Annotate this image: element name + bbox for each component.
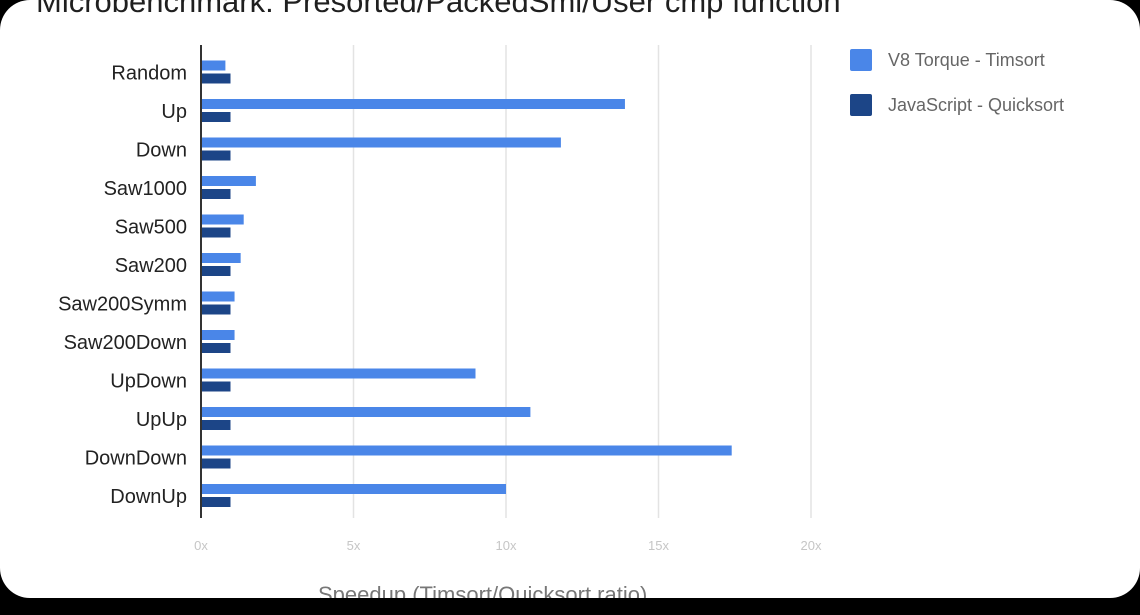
x-tick-label: 10x xyxy=(496,538,517,553)
legend-label-timsort: V8 Torque - Timsort xyxy=(888,49,1045,70)
bar-timsort xyxy=(201,445,732,456)
bar-quicksort xyxy=(201,497,231,507)
bar-quicksort xyxy=(201,304,231,315)
bar-timsort xyxy=(201,484,506,494)
bar-timsort xyxy=(201,176,256,186)
bar-timsort xyxy=(201,291,235,302)
bar-timsort xyxy=(201,253,241,263)
x-tick-label: 5x xyxy=(347,538,361,553)
bar-timsort xyxy=(201,214,244,225)
bar-timsort xyxy=(201,330,235,340)
category-label: Saw200 xyxy=(115,255,187,277)
bar-quicksort xyxy=(201,150,231,161)
chart-card: Microbenchmark: Presorted/PackedSmi/User… xyxy=(0,0,1140,598)
category-label: Down xyxy=(136,140,187,162)
category-label: Up xyxy=(161,101,187,123)
bar-timsort xyxy=(201,99,625,109)
bar-chart: 0x 5x 10x 15x 20xRandomUpDownSaw1000Saw500Sa… xyxy=(58,45,822,553)
x-axis-label: Speedup (Timsort/Quicksort ratio) xyxy=(318,582,648,598)
category-label: Saw500 xyxy=(115,217,187,239)
category-label: UpUp xyxy=(136,409,187,431)
legend-item-timsort: V8 Torque - Timsort xyxy=(850,49,1045,71)
legend-item-quicksort: JavaScript - Quicksort xyxy=(850,94,1064,116)
x-tick-label: 0x xyxy=(194,538,208,553)
category-label: Random xyxy=(111,63,187,85)
bar-timsort xyxy=(201,137,561,148)
category-label: DownUp xyxy=(110,486,187,508)
x-tick-label: 15x xyxy=(648,538,669,553)
chart-title: Microbenchmark: Presorted/PackedSmi/User… xyxy=(36,0,841,19)
bar-timsort xyxy=(201,368,476,379)
category-label: Saw200Symm xyxy=(58,294,187,316)
bar-quicksort xyxy=(201,112,231,122)
category-label: DownDown xyxy=(85,448,187,470)
legend-swatch-quicksort xyxy=(850,94,872,116)
bar-quicksort xyxy=(201,381,231,392)
bar-timsort xyxy=(201,60,226,71)
x-tick-label: 20x xyxy=(801,538,822,553)
bar-quicksort xyxy=(201,227,231,238)
category-label: UpDown xyxy=(110,371,187,393)
legend-label-quicksort: JavaScript - Quicksort xyxy=(888,94,1065,115)
bar-quicksort xyxy=(201,458,231,469)
bar-quicksort xyxy=(201,189,231,199)
legend-swatch-timsort xyxy=(850,49,872,71)
bar-quicksort xyxy=(201,266,231,276)
category-label: Saw1000 xyxy=(104,178,187,200)
bar-timsort xyxy=(201,407,531,417)
bar-quicksort xyxy=(201,420,231,430)
category-label: Saw200Down xyxy=(64,332,187,354)
bar-quicksort xyxy=(201,73,231,84)
bar-quicksort xyxy=(201,343,231,353)
